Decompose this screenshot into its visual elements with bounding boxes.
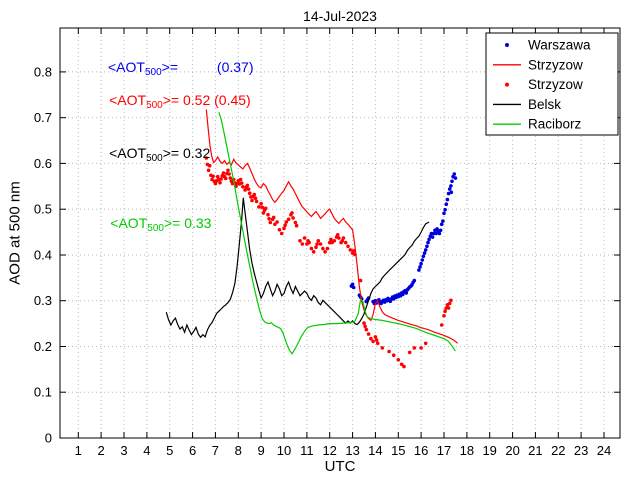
series-strzyzow-line-1 — [205, 109, 459, 344]
x-tick-label: 19 — [482, 443, 496, 458]
aot-annotation-2: <AOT500>= 0.32 — [109, 145, 210, 164]
legend-label: Strzyzow — [528, 77, 583, 92]
x-tick-label: 8 — [235, 443, 242, 458]
series-raciborz-line-4 — [218, 112, 456, 355]
legend-label: Warszawa — [528, 38, 591, 53]
x-tick-label: 6 — [189, 443, 196, 458]
x-tick-label: 10 — [277, 443, 291, 458]
x-tick-label: 11 — [300, 443, 314, 458]
y-tick-label: 0.6 — [34, 156, 52, 171]
x-tick-label: 18 — [460, 443, 474, 458]
tick-labels: 1 2 3 4 5 6 7 8 9 10 11 12 13 14 15 16 17 18 19 20 21 22 23 240… — [34, 64, 611, 458]
y-tick-label: 0.4 — [34, 248, 52, 263]
chart-title: 14-Jul-2023 — [303, 8, 377, 24]
aot-annotation-3: <AOT500>= 0.33 — [110, 215, 211, 234]
x-tick-label: 15 — [391, 443, 405, 458]
aot-annotation-0: <AOT500>= (0.37) — [108, 59, 253, 78]
y-tick-label: 0.1 — [34, 385, 52, 400]
y-tick-label: 0.2 — [34, 339, 52, 354]
x-tick-label: 1 — [75, 443, 82, 458]
x-tick-label: 7 — [212, 443, 219, 458]
x-tick-label: 4 — [143, 443, 150, 458]
legend-label: Raciborz — [528, 117, 582, 132]
series-strzyzow-scatter-2 — [204, 156, 453, 369]
y-tick-label: 0.7 — [34, 110, 52, 125]
legend-marker-dot — [505, 43, 509, 47]
x-tick-label: 12 — [322, 443, 336, 458]
y-tick-label: 0.5 — [34, 202, 52, 217]
aot-annotation-1: <AOT500>= 0.52 (0.45) — [109, 92, 251, 111]
x-tick-label: 16 — [414, 443, 428, 458]
axes-box — [59, 27, 621, 439]
y-tick-label: 0.8 — [34, 64, 52, 79]
x-tick-label: 9 — [257, 443, 264, 458]
x-tick-label: 24 — [597, 443, 611, 458]
x-tick-label: 13 — [345, 443, 359, 458]
x-tick-label: 3 — [120, 443, 127, 458]
legend-marker-dot — [505, 82, 509, 87]
x-tick-label: 17 — [437, 443, 451, 458]
series-warszawa-scatter-0 — [349, 172, 458, 306]
legend-label: Belsk — [528, 97, 561, 112]
x-tick-label: 20 — [505, 443, 519, 458]
y-tick-label: 0.3 — [34, 293, 52, 308]
x-tick-label: 21 — [528, 443, 542, 458]
x-tick-label: 14 — [368, 443, 382, 458]
y-axis-label: AOD at 500 nm — [6, 181, 24, 285]
x-tick-label: 22 — [551, 443, 565, 458]
legend: Warszawa Strzyzow Strzyzow Belsk Raciborz — [485, 32, 619, 136]
x-axis-label: UTC — [324, 458, 356, 475]
y-tick-label: 0 — [45, 431, 52, 446]
x-tick-label: 5 — [166, 443, 173, 458]
legend-box — [485, 32, 619, 136]
series-belsk-line-3 — [165, 197, 430, 339]
x-tick-label: 23 — [574, 443, 588, 458]
legend-label: Strzyzow — [528, 57, 583, 72]
x-tick-label: 2 — [97, 443, 104, 458]
